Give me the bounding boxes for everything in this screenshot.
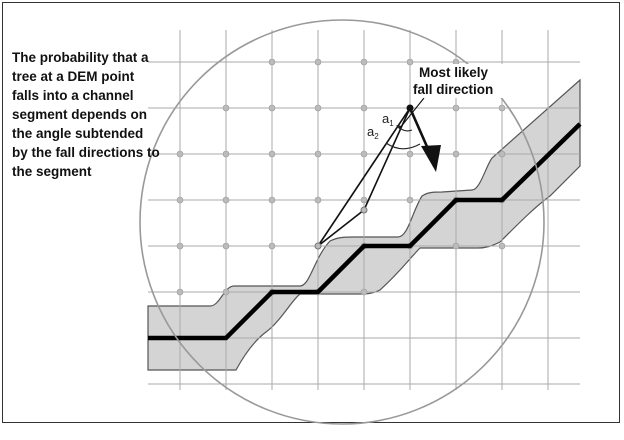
fall-direction-label-line2: fall direction bbox=[413, 82, 494, 97]
ray-endpoint-left bbox=[314, 242, 322, 250]
dem-point bbox=[406, 104, 414, 112]
ray-endpoint-right bbox=[360, 206, 368, 214]
search-radius-circle bbox=[139, 19, 545, 425]
channel-buffer bbox=[147, 78, 581, 371]
angle-label-a1: a1 bbox=[382, 111, 394, 128]
arc-arrowhead bbox=[396, 125, 402, 130]
angle-arc-a2 bbox=[385, 142, 421, 150]
arrowhead-icon bbox=[421, 145, 441, 172]
fall-direction-label-line1: Most likely bbox=[419, 65, 489, 80]
figure-caption: The probability that a tree at a DEM poi… bbox=[12, 50, 160, 179]
fall-direction-label: Most likely fall direction bbox=[413, 64, 513, 98]
angle-label-a2: a2 bbox=[367, 124, 379, 141]
label-pointer-line bbox=[399, 97, 425, 129]
channel-centerline bbox=[148, 122, 582, 341]
